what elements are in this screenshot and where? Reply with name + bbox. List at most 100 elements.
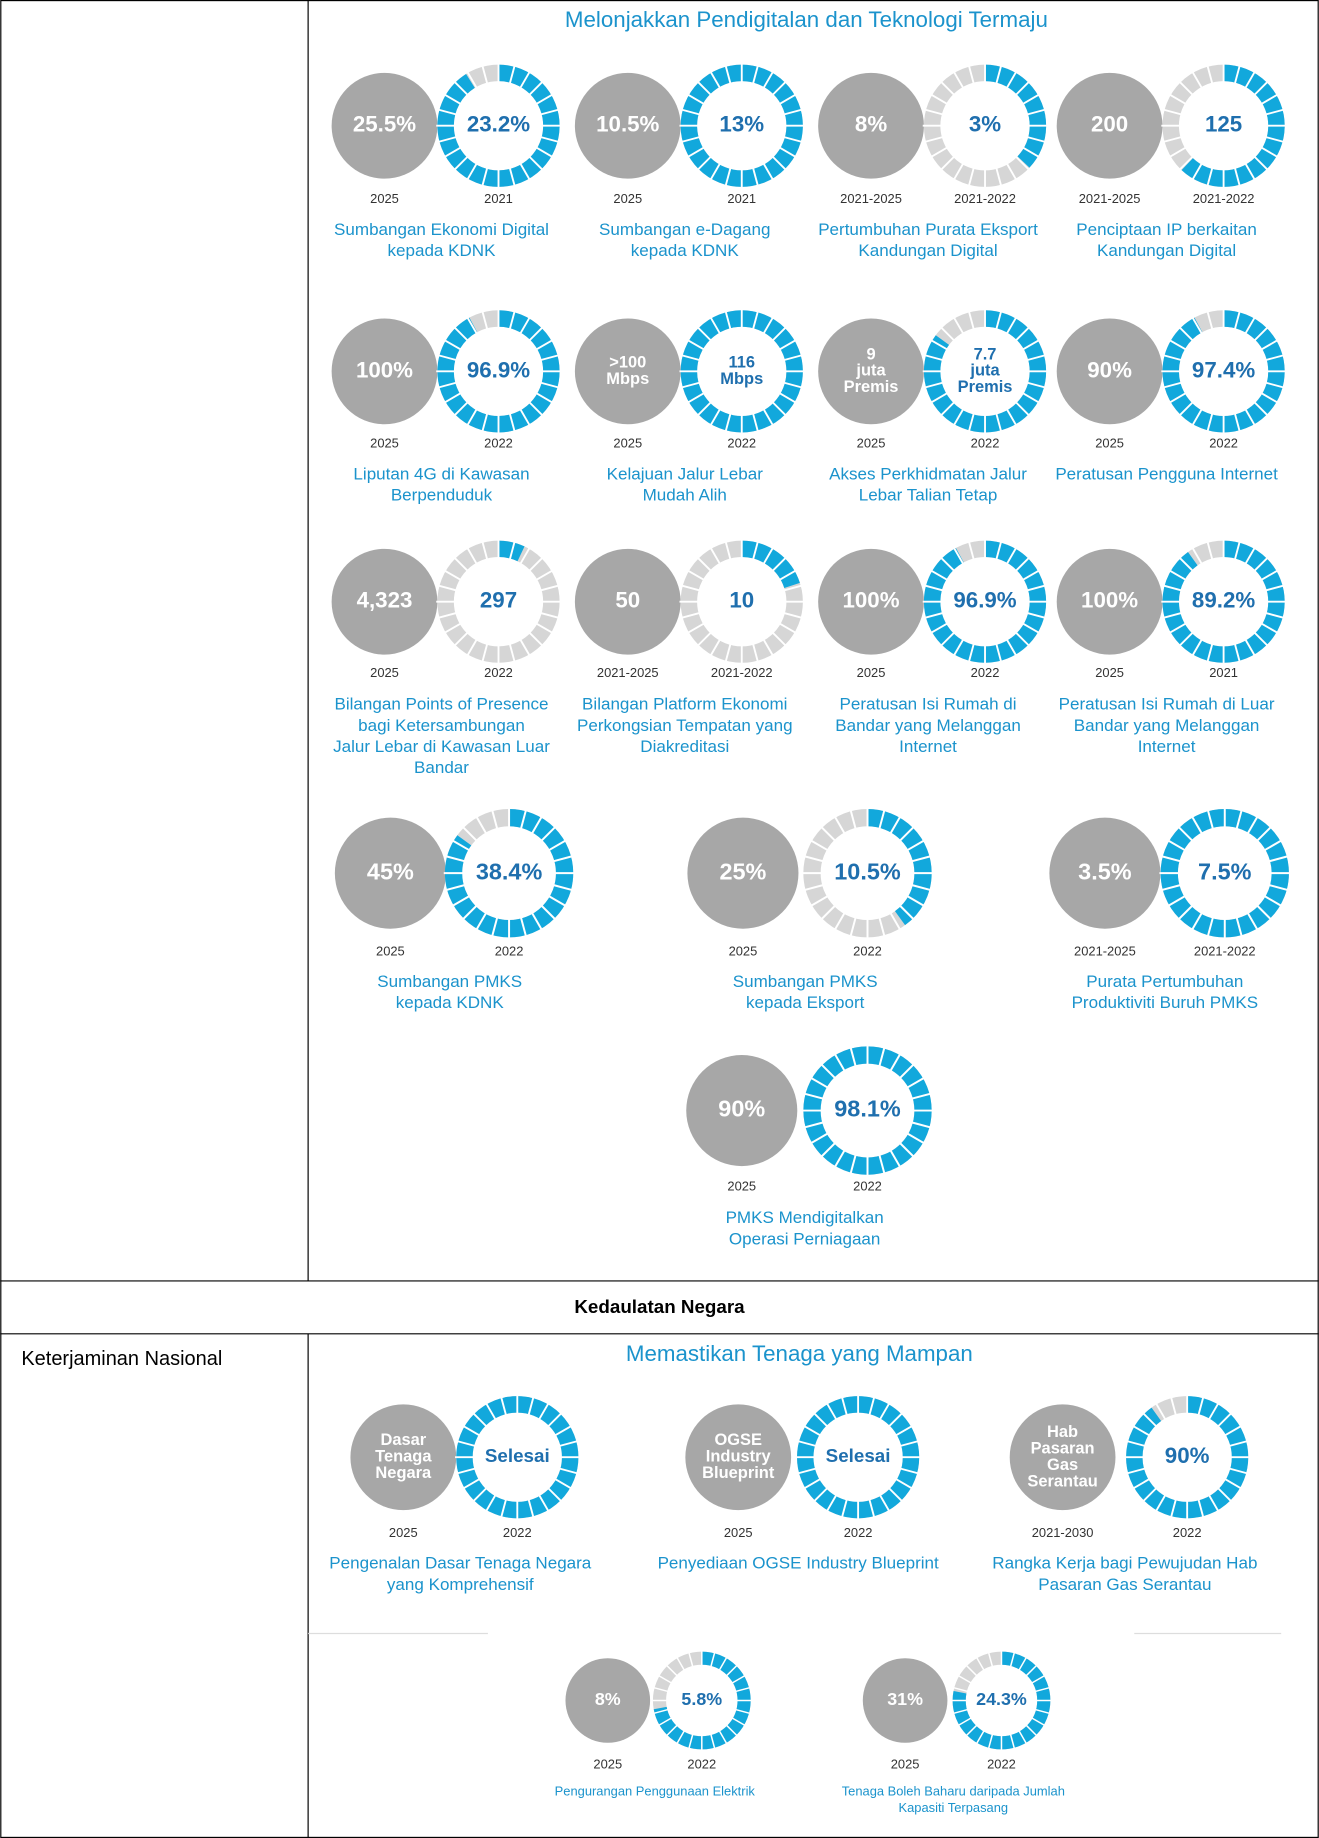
ring-gap [1142, 1487, 1158, 1502]
ring-gap [731, 1674, 746, 1684]
indicator-label: Kandungan Digital [858, 241, 997, 260]
ring-gap [752, 167, 759, 187]
ring-gap [930, 146, 948, 158]
ring-gap [1169, 93, 1187, 105]
ring-gap [548, 839, 567, 852]
ring-gap [687, 392, 705, 404]
ring-gap [906, 1077, 925, 1089]
ring-gap [681, 136, 701, 143]
ring-gap [1233, 310, 1241, 330]
ring-gap [778, 93, 797, 105]
target-year: 2025 [1095, 665, 1124, 680]
indicator-label: Rangka Kerja bagi Pewujudan Hab [992, 1554, 1257, 1573]
ring-gap [1034, 1686, 1051, 1693]
ring-gap [820, 1063, 836, 1079]
ring-gap [1161, 884, 1181, 892]
indicator-label: yang Komprehensif [387, 1575, 534, 1594]
ring-gap [804, 1092, 824, 1100]
current-value: 7.5% [1198, 858, 1252, 884]
ring-gap [924, 136, 944, 143]
indicator-label: kepada KDNK [388, 241, 497, 260]
ring-gap [438, 136, 457, 143]
ring-gap [1260, 146, 1279, 158]
ring-gap [554, 1425, 572, 1437]
indicator-label: Pasaran Gas Serantau [1038, 1575, 1211, 1594]
current-year: 2021-2022 [1193, 191, 1255, 206]
ring-gap [734, 1686, 751, 1693]
target-year: 2025 [370, 436, 399, 451]
ring-gap [687, 569, 705, 581]
ring-gap [481, 541, 489, 560]
target-value: Tenaga [375, 1448, 432, 1466]
ring-gap [957, 1717, 972, 1727]
ring-gap [1163, 108, 1182, 116]
ring-gap [1263, 839, 1282, 852]
ring-gap [975, 1730, 985, 1745]
current-value: 98.1% [834, 1096, 901, 1122]
ring-gap [1005, 162, 1017, 181]
ring-gap [1167, 895, 1186, 907]
ring-gap [1256, 904, 1272, 921]
ring-gap [527, 1396, 535, 1416]
ring-gap [519, 547, 531, 565]
ring-gap [797, 1440, 817, 1447]
current-year: 2022 [484, 436, 513, 451]
ring-gap [462, 904, 478, 921]
ring-gap [1191, 408, 1203, 426]
ring-gap [1126, 1440, 1146, 1447]
ring-gap [995, 541, 1003, 560]
target-year: 2021-2025 [597, 665, 659, 680]
ring-gap [1170, 1498, 1177, 1518]
ring-gap [1256, 826, 1272, 842]
ring-gap [878, 809, 886, 830]
ring-gap [879, 1494, 891, 1512]
ring-gap [1026, 108, 1046, 116]
target-year: 2025 [1095, 436, 1124, 451]
ring-gap [940, 556, 955, 572]
ring-gap [952, 1708, 969, 1715]
ring-gap [709, 408, 721, 426]
ring-gap [1244, 547, 1256, 565]
current-value: 90% [1165, 1443, 1210, 1468]
ring-gap [1169, 622, 1187, 634]
ring-gap [895, 1478, 913, 1490]
ring-gap [676, 1656, 686, 1671]
ring-gap [681, 381, 701, 389]
ring-gap [967, 541, 975, 560]
target-circle [818, 548, 924, 655]
ring-gap [519, 638, 531, 657]
ring-gap [508, 541, 516, 560]
ring-gap [1265, 136, 1284, 143]
indicator-label: Bandar yang Melanggan [835, 716, 1021, 735]
ring-gap [1253, 556, 1269, 572]
ring-gap [1025, 1724, 1038, 1737]
ring-gap [1208, 1402, 1220, 1421]
ring-gap [849, 809, 857, 830]
ring-gap [1235, 917, 1243, 937]
ring-gap [849, 917, 857, 937]
row-label: Keterjaminan Nasional [21, 1348, 222, 1370]
ring-gap [783, 108, 803, 116]
target-circle [1009, 1404, 1116, 1511]
ring-gap [519, 162, 531, 181]
target-value: 45% [367, 858, 414, 884]
current-value: 96.9% [467, 357, 530, 382]
ring-gap [444, 392, 462, 404]
ring-gap [849, 1154, 857, 1174]
indicator-label: Akses Perkhidmatan Jalur [829, 464, 1027, 483]
ring-gap [813, 1487, 829, 1502]
ring-gap [725, 1724, 738, 1737]
current-year: 2022 [853, 1178, 882, 1193]
target-circle [818, 72, 924, 179]
ring-gap [538, 1494, 550, 1512]
ring-gap [528, 81, 544, 96]
target-circle [1056, 318, 1163, 425]
ring-gap [1217, 1412, 1232, 1428]
target-year: 2021-2025 [1079, 191, 1141, 206]
current-value: 89.2% [1192, 588, 1255, 613]
ring-gap [841, 1396, 848, 1416]
ring-gap [889, 1053, 902, 1072]
ring-gap [1022, 392, 1040, 404]
ring-gap [1268, 855, 1289, 863]
ring-gap [752, 310, 759, 330]
